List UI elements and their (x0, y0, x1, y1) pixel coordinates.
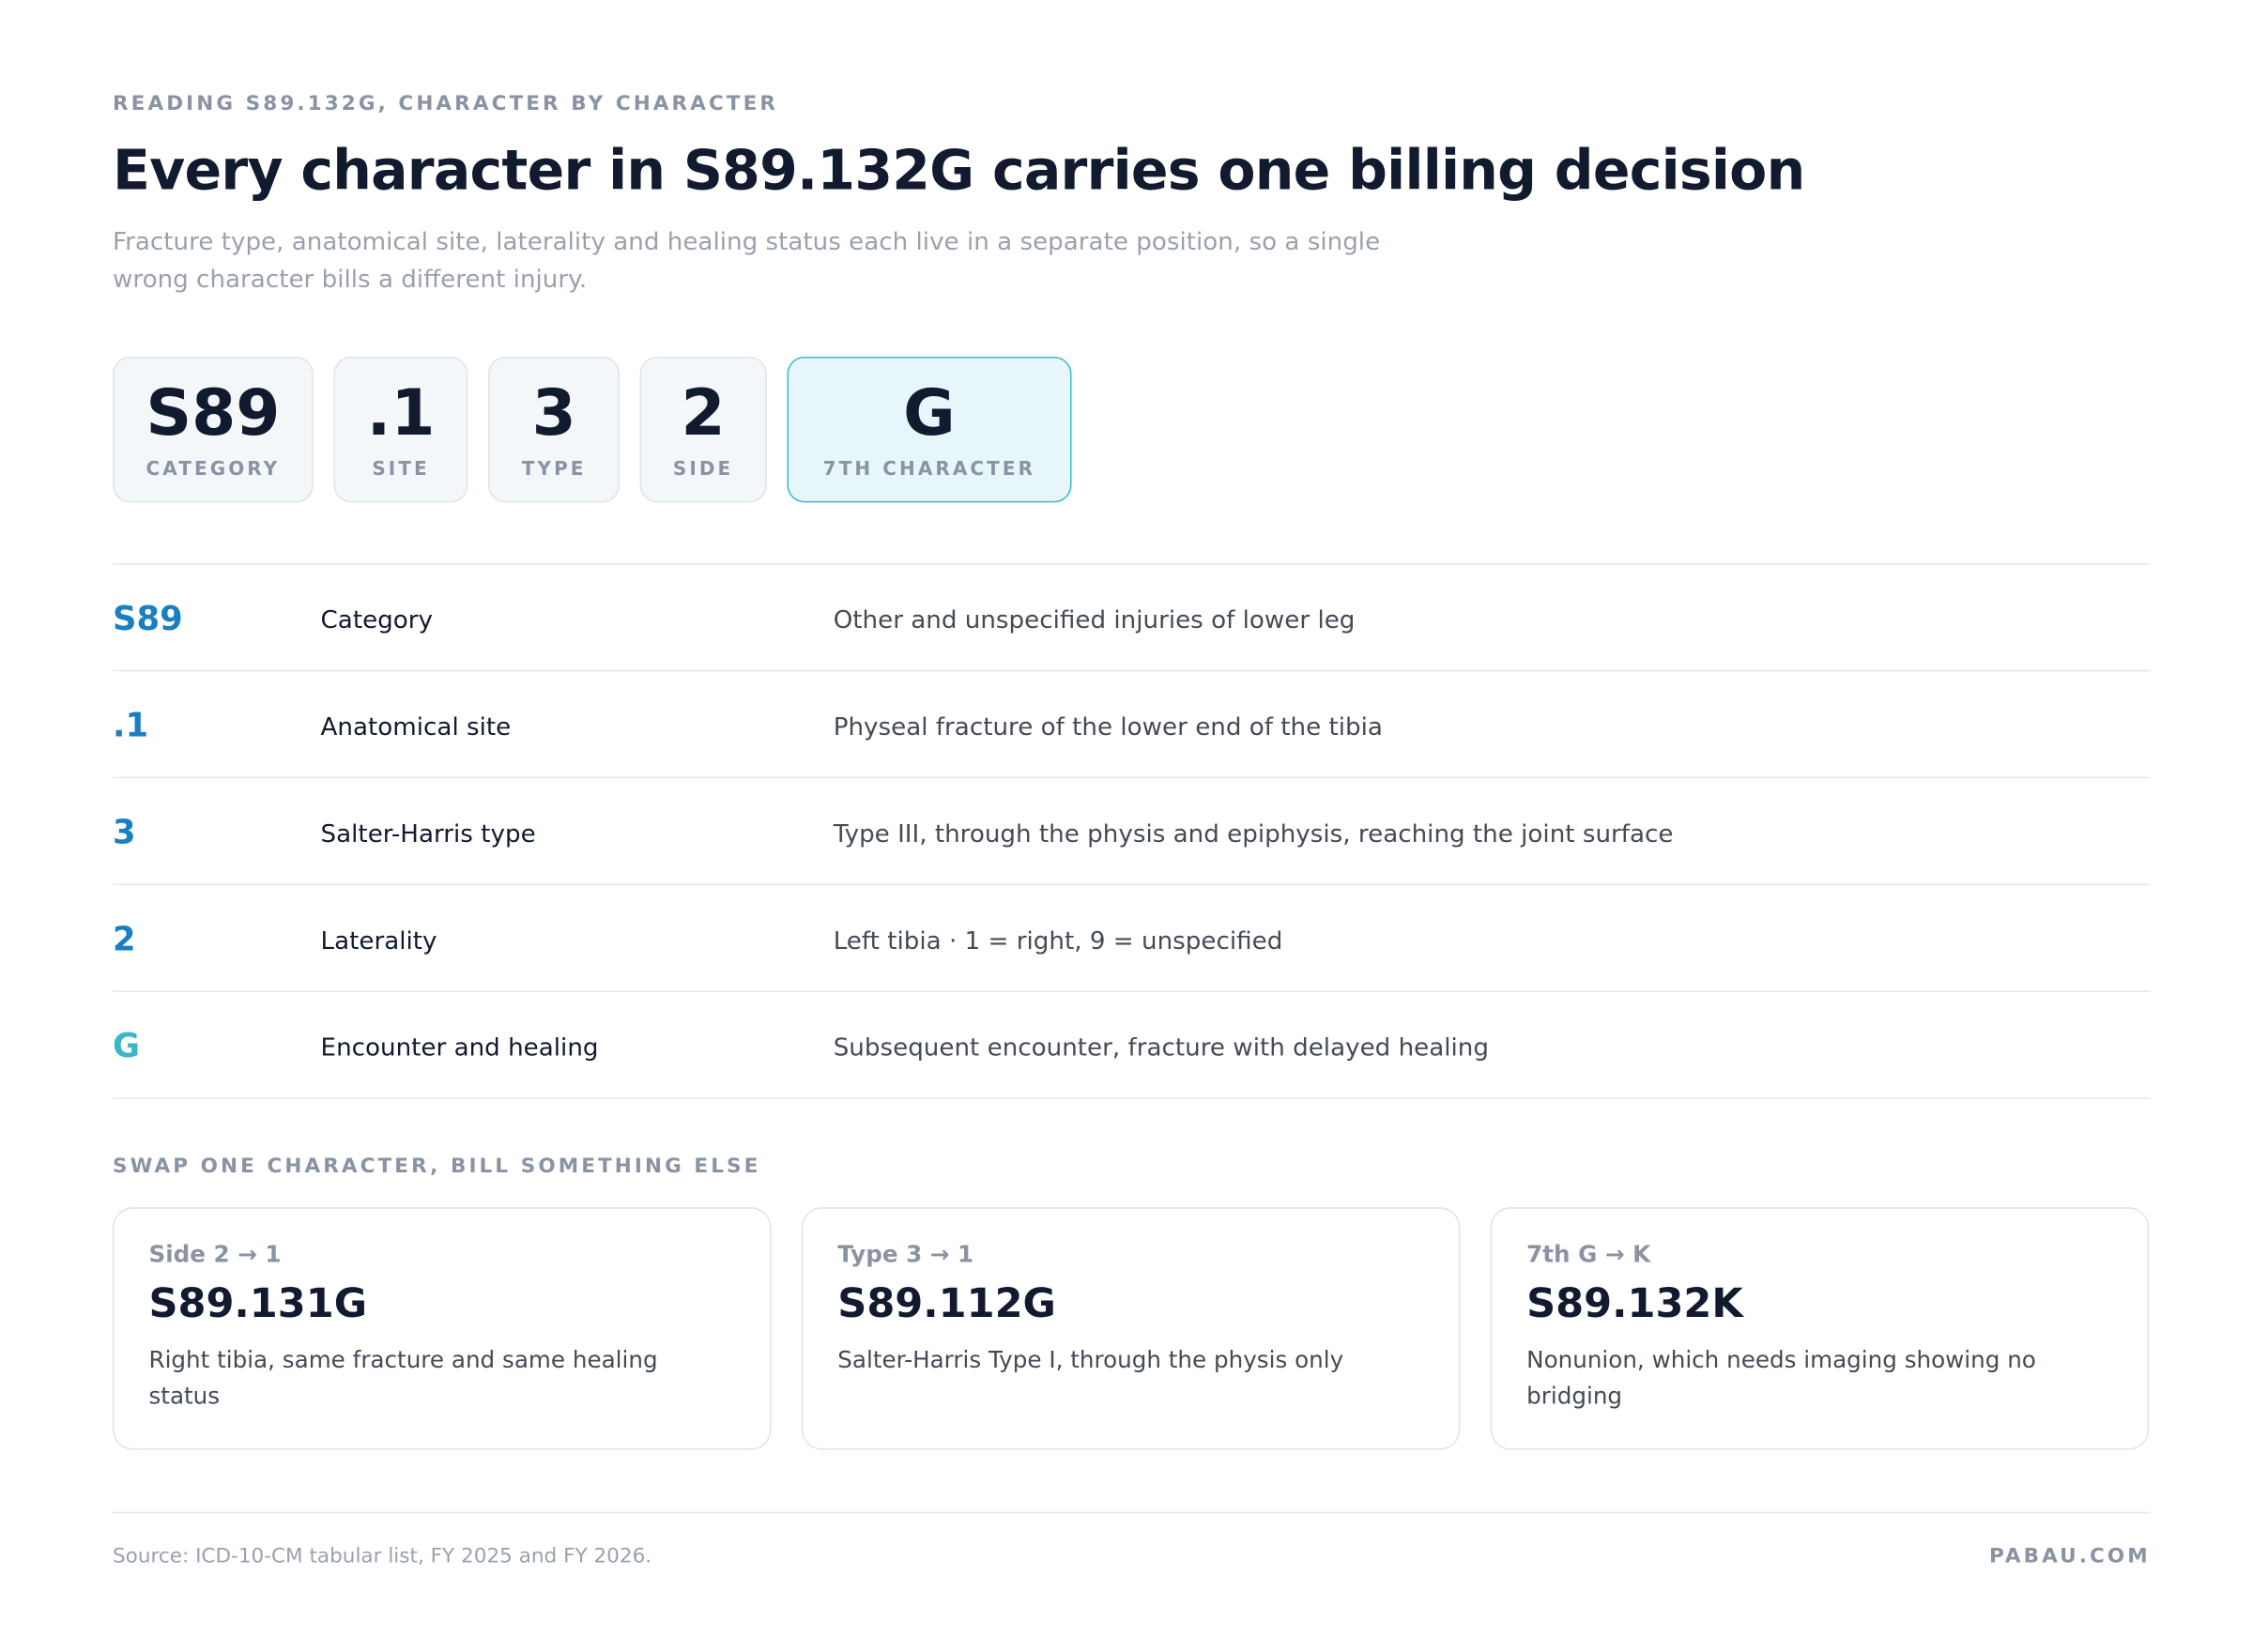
table-row: .1 Anatomical site Physeal fracture of the… (113, 671, 2151, 779)
eyebrow: READING S89.132G, CHARACTER BY CHARACTER (113, 92, 779, 116)
swap-code: S89.131G (148, 1279, 368, 1327)
row-name: Salter-Harris type (320, 819, 536, 849)
segment-label: SITE (372, 459, 430, 482)
segment: .1 SITE (333, 357, 468, 503)
segment-code: G (903, 376, 956, 451)
swap-label: Side 2 → 1 (148, 1240, 282, 1268)
table-row: S89 Category Other and unspecified injurie… (113, 565, 2151, 672)
swap-code: S89.132K (1526, 1279, 1743, 1327)
row-description: Other and unspecified injuries of lower … (833, 606, 1356, 635)
row-name: Encounter and healing (320, 1033, 599, 1063)
segment-label: CATEGORY (146, 459, 281, 482)
row-code: .1 (113, 707, 149, 745)
segment-label: 7TH CHARACTER (822, 459, 1036, 482)
table-row: G Encounter and healing Subsequent encount… (113, 992, 2151, 1099)
table-row: 2 Laterality Left tibia · 1 = right, 9 = u… (113, 885, 2151, 992)
segment-code: S89 (146, 376, 281, 451)
swap-card: 7th G → K S89.132K Nonunion, which needs i… (1490, 1207, 2150, 1450)
subtitle: Fracture type, anatomical site, laterali… (113, 228, 1381, 295)
row-description: Subsequent encounter, fracture with dela… (833, 1033, 1489, 1063)
swap-description: Nonunion, which needs imaging showing no… (1526, 1345, 2036, 1410)
row-code: S89 (113, 601, 183, 639)
row-code: G (113, 1028, 141, 1066)
row-name: Category (320, 606, 434, 635)
segment: S89 CATEGORY (113, 357, 314, 503)
segment-code: .1 (366, 376, 436, 451)
section-heading: SWAP ONE CHARACTER, BILL SOMETHING ELSE (113, 1155, 761, 1179)
table-row: 3 Salter-Harris type Type III, through the… (113, 778, 2151, 886)
swap-description: Salter-Harris Type I, through the physis… (837, 1345, 1344, 1374)
segment-code: 2 (681, 376, 726, 451)
swap-cards: Side 2 → 1 S89.131G Right tibia, same frac… (113, 1207, 2150, 1450)
swap-description: Right tibia, same fracture and same heal… (148, 1345, 658, 1410)
row-description: Type III, through the physis and epiphys… (833, 819, 1674, 849)
row-code: 3 (113, 814, 136, 852)
breakdown-table: S89 Category Other and unspecified injurie… (113, 563, 2151, 1099)
row-description: Left tibia · 1 = right, 9 = unspecified (833, 926, 1283, 956)
title: Every character in S89.132G carries one … (113, 138, 1805, 203)
source: Source: ICD-10-CM tabular list, FY 2025 … (113, 1545, 652, 1568)
swap-label: Type 3 → 1 (837, 1240, 974, 1268)
swap-card: Side 2 → 1 S89.131G Right tibia, same frac… (113, 1207, 772, 1450)
brand: PABAU.COM (1988, 1545, 2151, 1568)
row-code: 2 (113, 921, 136, 959)
segment: G 7TH CHARACTER (787, 357, 1072, 503)
segment: 2 SIDE (639, 357, 767, 503)
row-name: Anatomical site (320, 713, 512, 742)
segment-label: TYPE (521, 459, 587, 482)
segment-code: 3 (531, 376, 576, 451)
segment: 3 TYPE (488, 357, 620, 503)
segment-label: SIDE (672, 459, 734, 482)
swap-label: 7th G → K (1526, 1240, 1651, 1268)
swap-code: S89.112G (837, 1279, 1056, 1327)
row-description: Physeal fracture of the lower end of the… (833, 713, 1383, 742)
row-name: Laterality (320, 926, 437, 956)
footer: Source: ICD-10-CM tabular list, FY 2025 … (113, 1511, 2151, 1568)
code-segments: S89 CATEGORY .1 SITE 3 TYPE 2 SIDE G 7TH CHARACTE… (113, 357, 1072, 503)
swap-card: Type 3 → 1 S89.112G Salter-Harris Type I, … (801, 1207, 1461, 1450)
